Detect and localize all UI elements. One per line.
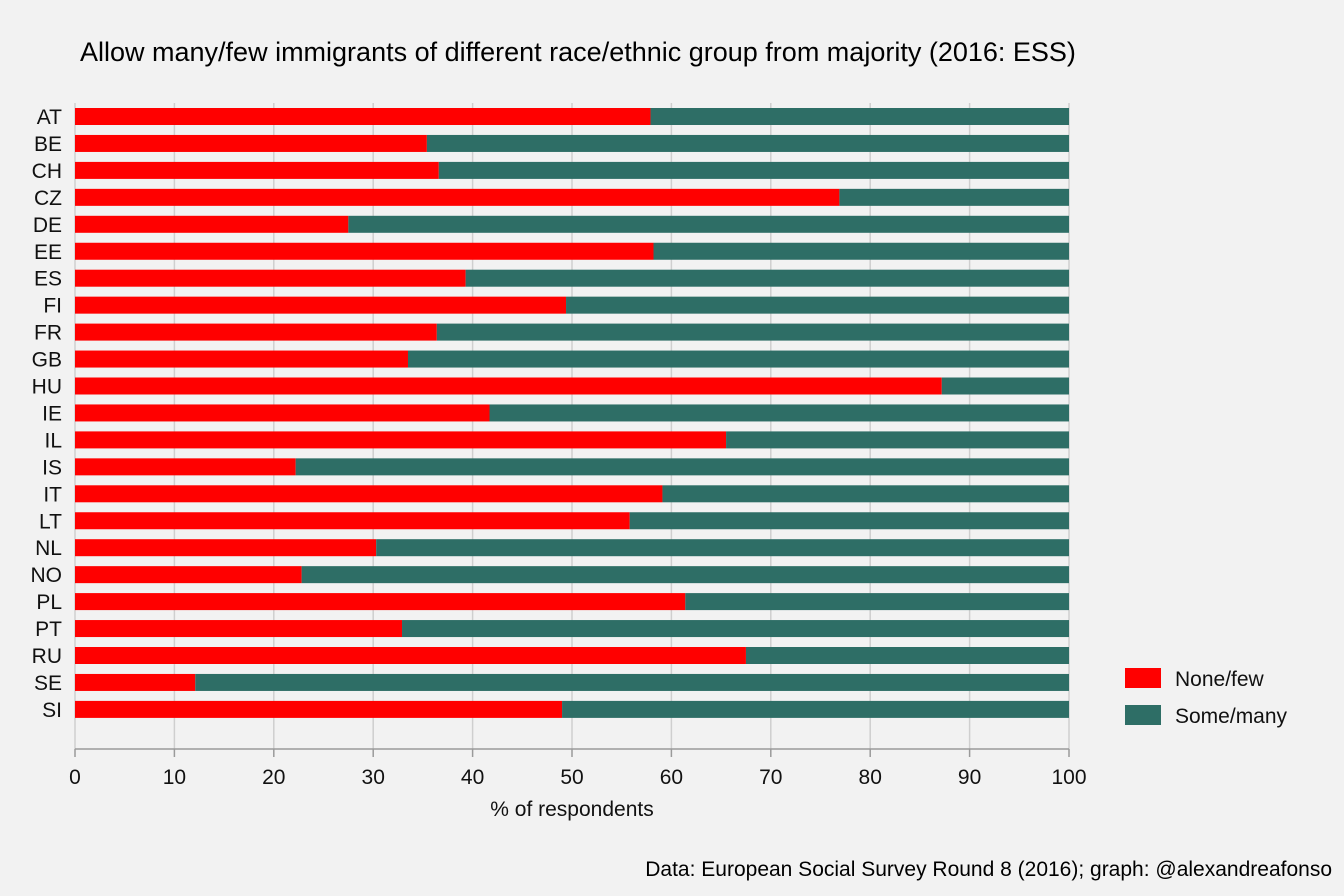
bar-is-some-many — [295, 458, 1070, 476]
legend-swatch — [1125, 668, 1161, 688]
category-label: ES — [34, 268, 62, 291]
grid-lines — [74, 103, 1070, 749]
category-label: CH — [32, 160, 62, 183]
category-label: GB — [32, 349, 62, 372]
category-label: CZ — [34, 187, 62, 210]
bar-nl-none-few — [75, 539, 377, 557]
bar-no-none-few — [75, 566, 302, 584]
bar-hu-some-many — [941, 377, 1069, 395]
bar-at-some-many — [650, 108, 1069, 125]
category-labels: AT BE CH CZ DE EE ES FI FR GB HU IE IL IS IT LT NL NO PL PT… — [31, 106, 63, 722]
tick-label: 30 — [362, 766, 385, 789]
tick-label: 100 — [1051, 766, 1086, 789]
bar-lt-none-few — [75, 512, 630, 530]
tick-label: 10 — [163, 766, 186, 789]
bar-gb-some-many — [407, 350, 1069, 368]
tick-label: 70 — [759, 766, 782, 789]
category-label: IL — [44, 429, 62, 452]
category-label: IS — [42, 456, 62, 479]
bar-pl-none-few — [75, 593, 686, 611]
bar-ch-some-many — [438, 161, 1070, 179]
bar-fr-some-many — [436, 323, 1069, 341]
bar-si-some-many — [562, 700, 1069, 718]
bar-be-some-many — [426, 134, 1070, 152]
bar-cz-none-few — [75, 188, 840, 206]
bar-fi-some-many — [566, 296, 1069, 314]
category-label: NL — [35, 537, 62, 560]
category-label: HU — [32, 376, 62, 399]
tick-label: 0 — [69, 766, 81, 789]
legend-swatch — [1125, 705, 1161, 725]
legend-label: Some/many — [1175, 705, 1288, 728]
category-label: PL — [36, 591, 62, 614]
category-label: RU — [32, 645, 62, 668]
category-label: IT — [43, 483, 62, 506]
category-label: SE — [34, 672, 62, 695]
bar-ee-none-few — [75, 242, 654, 260]
category-label: AT — [37, 106, 62, 129]
bar-es-none-few — [75, 269, 466, 287]
bar-no-some-many — [301, 566, 1070, 584]
category-label: PT — [35, 618, 62, 641]
tick-label: 90 — [958, 766, 981, 789]
bar-de-some-many — [348, 215, 1070, 233]
x-axis-ticks: 0 10 20 30 40 50 60 70 80 90 100 — [69, 749, 1087, 789]
bar-gb-none-few — [75, 350, 408, 368]
bar-ch-none-few — [75, 161, 439, 179]
bar-be-none-few — [75, 134, 427, 152]
chart-title: Allow many/few immigrants of different r… — [80, 37, 1076, 67]
tick-label: 80 — [859, 766, 882, 789]
bar-ee-some-many — [653, 242, 1069, 260]
bar-de-none-few — [75, 215, 349, 233]
bar-il-none-few — [75, 431, 727, 449]
category-label: BE — [34, 133, 62, 156]
bar-hu-none-few — [75, 377, 942, 395]
bar-ru-none-few — [75, 647, 746, 664]
category-label: LT — [39, 510, 62, 533]
category-label: NO — [31, 564, 63, 587]
bar-nl-some-many — [376, 539, 1069, 557]
category-label: SI — [42, 699, 62, 722]
bar-se-some-many — [195, 673, 1070, 691]
bar-il-some-many — [726, 431, 1069, 449]
bar-ru-some-many — [745, 647, 1069, 664]
bar-ie-none-few — [75, 404, 490, 422]
bar-fr-none-few — [75, 323, 437, 341]
bar-at-none-few — [75, 108, 651, 125]
tick-label: 40 — [461, 766, 484, 789]
category-label: FR — [34, 322, 62, 345]
legend: None/few Some/many — [1125, 668, 1288, 728]
bar-pl-some-many — [685, 593, 1069, 611]
category-label: DE — [33, 214, 62, 237]
tick-label: 60 — [660, 766, 683, 789]
bar-lt-some-many — [629, 512, 1069, 530]
category-label: EE — [34, 241, 62, 264]
tick-label: 20 — [262, 766, 285, 789]
bar-si-none-few — [75, 700, 563, 718]
bar-is-none-few — [75, 458, 296, 476]
bar-cz-some-many — [839, 188, 1069, 206]
x-axis-title: % of respondents — [490, 798, 653, 821]
category-label: IE — [42, 402, 62, 425]
bar-se-none-few — [75, 673, 196, 691]
tick-label: 50 — [560, 766, 583, 789]
bar-it-some-many — [662, 485, 1069, 503]
bar-fi-none-few — [75, 296, 567, 314]
legend-label: None/few — [1175, 668, 1265, 691]
bars — [75, 108, 1070, 718]
bar-pt-none-few — [75, 620, 403, 638]
bar-es-some-many — [465, 269, 1070, 287]
bar-it-none-few — [75, 485, 663, 503]
bar-ie-some-many — [489, 404, 1069, 422]
category-label: FI — [43, 295, 62, 318]
bar-pt-some-many — [402, 620, 1069, 638]
chart-caption: Data: European Social Survey Round 8 (20… — [645, 858, 1332, 881]
